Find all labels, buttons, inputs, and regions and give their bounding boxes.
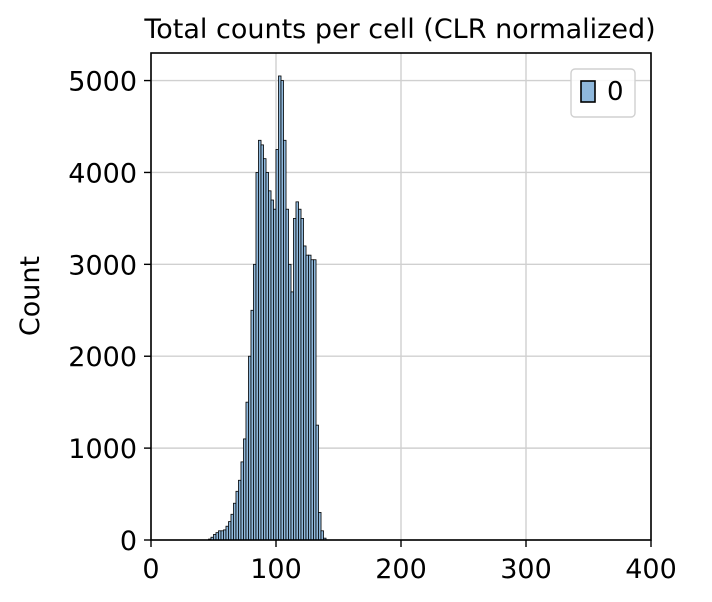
y-tick-label: 4000 [68, 158, 137, 189]
legend-entry: 0 [607, 77, 624, 107]
x-tick-label: 200 [375, 554, 427, 585]
x-tick-label: 0 [142, 554, 159, 585]
y-tick-label: 1000 [68, 434, 137, 465]
x-tick-label: 100 [250, 554, 302, 585]
legend-swatch [580, 80, 596, 103]
y-tick-label: 3000 [68, 250, 137, 281]
legend: 0 [570, 68, 636, 118]
y-axis-label: Count [15, 256, 46, 336]
y-tick-label: 2000 [68, 342, 137, 373]
grid-lines [150, 53, 652, 541]
plot-frame [150, 52, 652, 541]
y-tick-label: 5000 [68, 67, 137, 98]
x-tick-label: 300 [500, 554, 552, 585]
histogram-bars [208, 75, 327, 541]
chart-title: Total counts per cell (CLR normalized) [143, 14, 655, 45]
y-tick-label: 0 [120, 526, 137, 557]
x-tick-label: 400 [625, 554, 677, 585]
